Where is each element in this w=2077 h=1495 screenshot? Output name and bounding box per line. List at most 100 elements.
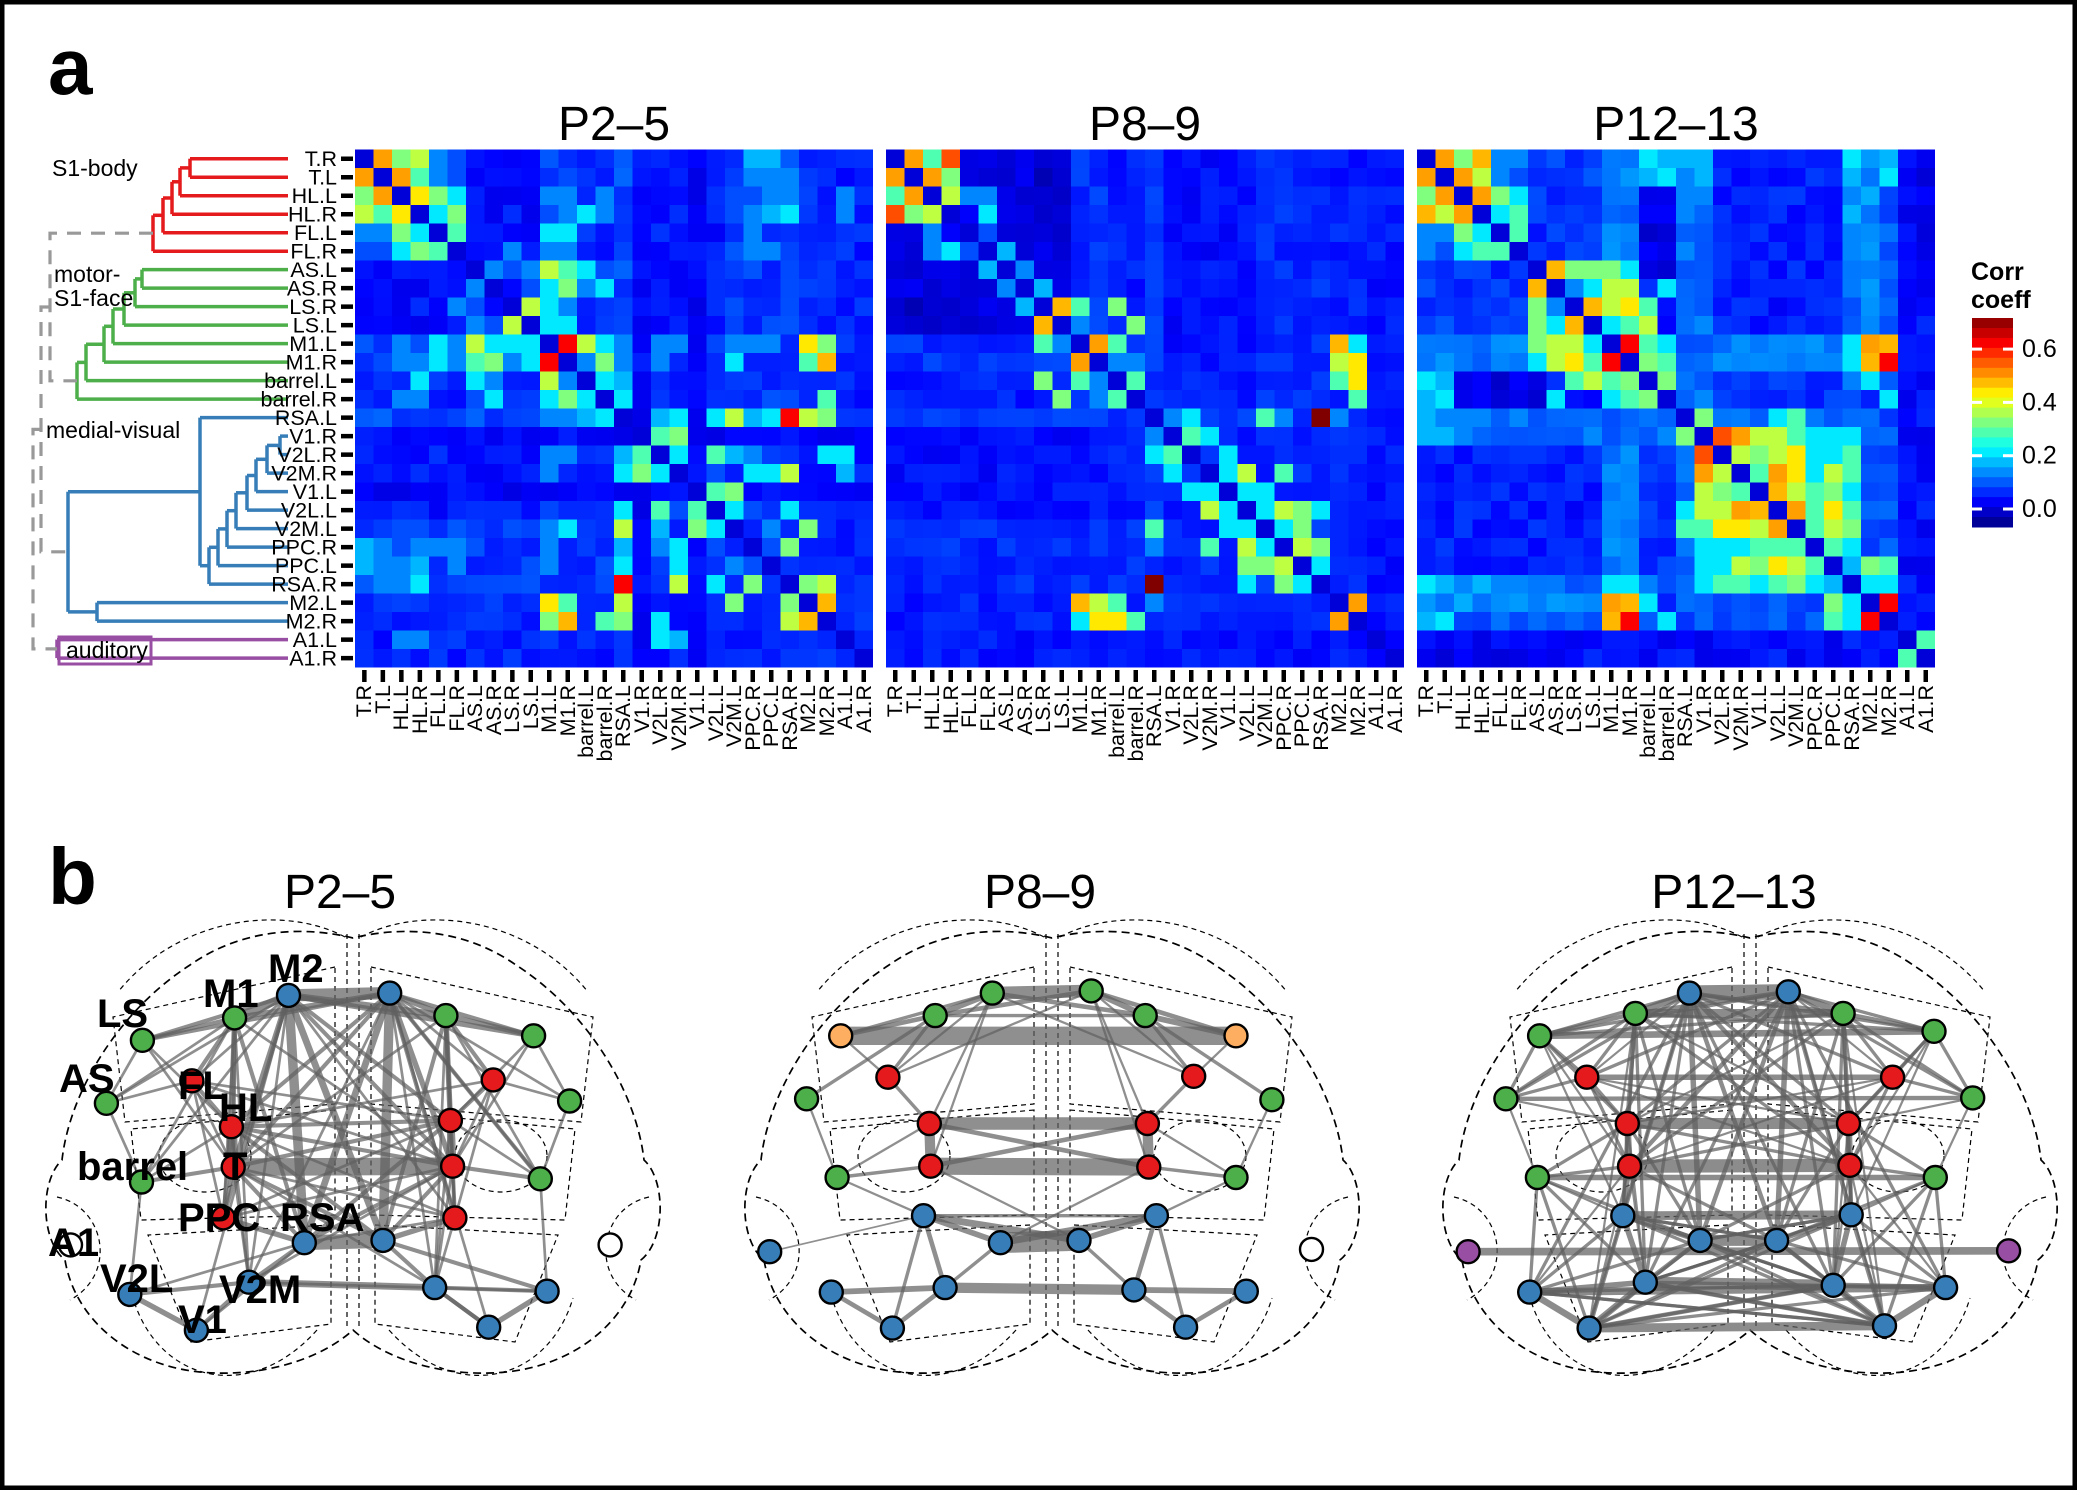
- svg-text:P2–5: P2–5: [558, 98, 670, 151]
- svg-text:M1.R: M1.R: [286, 351, 337, 375]
- svg-text:A1.R: A1.R: [1914, 685, 1938, 733]
- svg-text:A1: A1: [48, 1221, 99, 1265]
- svg-text:LS.L: LS.L: [293, 314, 337, 338]
- svg-text:RSA.R: RSA.R: [1309, 685, 1333, 751]
- svg-text:P2–5: P2–5: [284, 866, 396, 919]
- svg-text:M1.L: M1.L: [289, 332, 337, 356]
- svg-text:M2.R: M2.R: [1346, 685, 1370, 736]
- svg-text:V2L.L: V2L.L: [281, 499, 337, 523]
- svg-text:M1.L: M1.L: [1068, 685, 1092, 733]
- svg-text:HL.L: HL.L: [292, 184, 337, 208]
- svg-text:RSA.L: RSA.L: [611, 685, 635, 747]
- svg-text:barrel.L: barrel.L: [574, 685, 598, 758]
- svg-text:LS.R: LS.R: [500, 685, 524, 733]
- svg-text:LS.R: LS.R: [289, 295, 337, 319]
- svg-text:FL.L: FL.L: [426, 685, 450, 728]
- svg-text:P12–13: P12–13: [1593, 98, 1759, 151]
- svg-text:M2.L: M2.L: [1327, 685, 1351, 733]
- svg-text:HL.L: HL.L: [1451, 685, 1475, 730]
- svg-text:A1.L: A1.L: [833, 685, 857, 729]
- svg-text:M1.R: M1.R: [1618, 685, 1642, 736]
- svg-text:V1.L: V1.L: [1747, 685, 1771, 729]
- svg-text:AS.L: AS.L: [1525, 685, 1549, 732]
- svg-text:HL.R: HL.R: [408, 685, 432, 734]
- svg-text:AS: AS: [59, 1057, 115, 1101]
- svg-text:T.L: T.L: [902, 685, 926, 714]
- svg-text:M2.L: M2.L: [1858, 685, 1882, 733]
- svg-text:V1.L: V1.L: [1216, 685, 1240, 729]
- svg-text:auditory: auditory: [66, 637, 148, 663]
- svg-text:PPC.L: PPC.L: [275, 554, 337, 578]
- svg-text:V2L.R: V2L.R: [1179, 685, 1203, 745]
- svg-text:V1.R: V1.R: [1692, 685, 1716, 733]
- svg-text:V2L.R: V2L.R: [1710, 685, 1734, 745]
- svg-text:PPC.R: PPC.R: [1272, 685, 1296, 751]
- svg-text:T.R: T.R: [305, 147, 337, 171]
- svg-text:0.2: 0.2: [2022, 442, 2057, 470]
- svg-text:V2M.R: V2M.R: [1198, 685, 1222, 751]
- svg-text:V2M.L: V2M.L: [275, 517, 337, 541]
- svg-text:V2M.L: V2M.L: [1253, 685, 1277, 747]
- svg-text:S1-face: S1-face: [54, 285, 133, 311]
- svg-text:HL.R: HL.R: [1470, 685, 1494, 734]
- svg-text:M2.R: M2.R: [286, 610, 337, 634]
- svg-text:PPC.R: PPC.R: [271, 536, 337, 560]
- svg-text:RSA.R: RSA.R: [1840, 685, 1864, 751]
- svg-text:A1.R: A1.R: [852, 685, 876, 733]
- svg-text:barrel: barrel: [77, 1145, 188, 1189]
- svg-text:A1.L: A1.L: [293, 628, 337, 652]
- svg-text:coeff: coeff: [1971, 286, 2031, 314]
- svg-text:V1.R: V1.R: [630, 685, 654, 733]
- svg-text:RSA.R: RSA.R: [271, 573, 337, 597]
- svg-text:P12–13: P12–13: [1651, 866, 1817, 919]
- svg-text:RSA.R: RSA.R: [778, 685, 802, 751]
- svg-text:M2.R: M2.R: [815, 685, 839, 736]
- svg-text:AS.L: AS.L: [463, 685, 487, 732]
- svg-text:Corr: Corr: [1971, 258, 2024, 286]
- svg-text:barrel.R: barrel.R: [593, 685, 617, 761]
- svg-text:FL.R: FL.R: [976, 685, 1000, 732]
- svg-text:T.L: T.L: [1433, 685, 1457, 714]
- svg-text:HL.R: HL.R: [288, 203, 337, 227]
- svg-text:M2: M2: [268, 947, 324, 991]
- svg-text:T.L: T.L: [308, 166, 337, 190]
- svg-text:V2M.R: V2M.R: [1729, 685, 1753, 751]
- svg-text:barrel.R: barrel.R: [261, 388, 337, 412]
- svg-text:V2L: V2L: [100, 1257, 173, 1301]
- svg-text:M1: M1: [203, 972, 259, 1016]
- svg-text:V2L.R: V2L.R: [648, 685, 672, 745]
- svg-text:V2L.L: V2L.L: [1766, 685, 1790, 741]
- svg-text:FL.L: FL.L: [294, 221, 337, 245]
- svg-text:barrel.R: barrel.R: [1655, 685, 1679, 761]
- svg-text:LS: LS: [97, 992, 148, 1036]
- svg-text:barrel.R: barrel.R: [1124, 685, 1148, 761]
- svg-text:RSA.L: RSA.L: [275, 406, 337, 430]
- svg-text:0.4: 0.4: [2022, 388, 2057, 416]
- svg-text:HL.L: HL.L: [920, 685, 944, 730]
- svg-text:RSA: RSA: [280, 1196, 364, 1240]
- svg-text:AS.R: AS.R: [287, 277, 337, 301]
- svg-text:M1.L: M1.L: [1599, 685, 1623, 733]
- svg-text:LS.L: LS.L: [1581, 685, 1605, 729]
- svg-text:FL.R: FL.R: [445, 685, 469, 732]
- svg-text:V2L.L: V2L.L: [704, 685, 728, 741]
- svg-text:T.R: T.R: [883, 685, 907, 717]
- svg-text:LS.L: LS.L: [519, 685, 543, 729]
- svg-text:FL.L: FL.L: [957, 685, 981, 728]
- svg-text:HL.R: HL.R: [939, 685, 963, 734]
- svg-text:barrel.L: barrel.L: [264, 369, 337, 393]
- svg-text:LS.R: LS.R: [1562, 685, 1586, 733]
- svg-text:V1.L: V1.L: [685, 685, 709, 729]
- svg-text:motor-: motor-: [54, 261, 120, 287]
- svg-text:FL: FL: [178, 1064, 227, 1108]
- svg-text:T.L: T.L: [371, 685, 395, 714]
- svg-text:V2L.R: V2L.R: [277, 443, 337, 467]
- svg-text:T.R: T.R: [352, 685, 376, 717]
- svg-text:LS.R: LS.R: [1031, 685, 1055, 733]
- svg-text:AS.R: AS.R: [482, 685, 506, 735]
- svg-text:M2.L: M2.L: [289, 591, 337, 615]
- svg-text:A1.R: A1.R: [1383, 685, 1407, 733]
- svg-text:V1.L: V1.L: [293, 480, 337, 504]
- svg-text:T.R: T.R: [1414, 685, 1438, 717]
- svg-text:PPC.L: PPC.L: [759, 685, 783, 747]
